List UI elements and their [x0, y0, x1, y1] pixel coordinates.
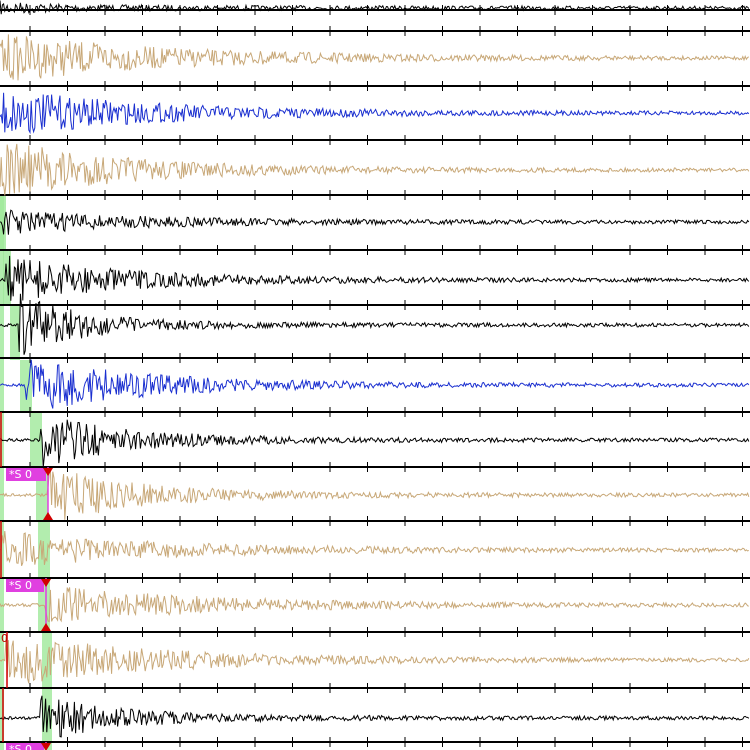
trace — [0, 0, 750, 15]
trace — [0, 143, 750, 196]
pick-triangle — [41, 579, 51, 587]
row-lines — [0, 5, 750, 747]
trace — [0, 92, 750, 135]
pick-band — [10, 305, 20, 360]
pick-band — [20, 360, 32, 412]
pick-label-box — [6, 743, 44, 750]
pick-triangle — [41, 623, 51, 631]
pick-triangle — [41, 743, 51, 750]
pick-label: *S 0 — [9, 468, 32, 481]
pick-label-box — [6, 468, 46, 481]
pick-band — [0, 195, 4, 750]
pick-triangle — [43, 512, 53, 520]
channel-label: 0 — [1, 632, 8, 645]
pick-label: *S 0 — [9, 579, 32, 592]
trace — [0, 209, 750, 235]
pick-band — [30, 412, 42, 467]
trace — [0, 469, 750, 520]
pick-band — [42, 688, 52, 750]
trace — [0, 293, 750, 355]
pick-band — [42, 632, 52, 688]
pick-triangle — [43, 468, 53, 476]
trace — [0, 359, 750, 409]
trace — [0, 636, 750, 684]
trace — [0, 34, 750, 81]
pick-label: *S 0 — [9, 743, 32, 750]
trace — [0, 695, 750, 738]
trace — [0, 531, 749, 566]
picks: *S 0 *S 0 *S 0 — [0, 412, 53, 750]
pick-label-box — [6, 579, 44, 592]
trace — [0, 587, 749, 623]
trace — [0, 419, 750, 468]
trace — [0, 255, 750, 301]
